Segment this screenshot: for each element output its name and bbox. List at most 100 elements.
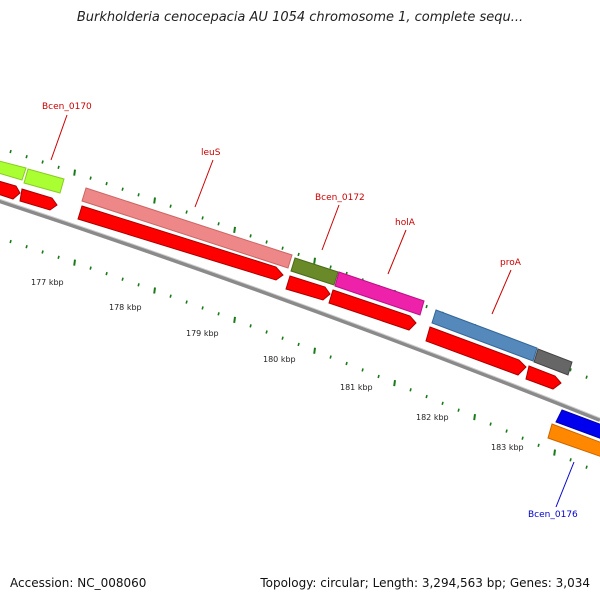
ruler-tick — [105, 271, 108, 276]
ruler-tick — [505, 429, 508, 433]
ruler-tick — [185, 300, 188, 304]
ruler-tick — [121, 187, 124, 191]
gene-features[interactable] — [0, 160, 600, 458]
ruler-tick — [281, 336, 284, 340]
genome-summary: Topology: circular; Length: 3,294,563 bp… — [260, 576, 590, 590]
ruler-label-182: 182 kbp — [416, 413, 449, 422]
ruler-tick — [41, 250, 44, 254]
ruler-tick — [73, 259, 76, 266]
gene-bar-orange — [547, 423, 600, 457]
gene-bar-hola — [334, 271, 425, 316]
ruler-tick — [25, 155, 28, 159]
ruler-tick — [137, 193, 140, 197]
gene-bar-proa — [431, 309, 538, 362]
ruler-tick — [9, 239, 12, 244]
gene-label-bcen0170: Bcen_0170 — [42, 102, 92, 112]
gene-label-hola: holA — [395, 218, 416, 228]
backbone — [0, 198, 600, 422]
ruler-tick — [265, 240, 268, 244]
ruler-tick — [393, 379, 396, 387]
gene-label-bcen0172: Bcen_0172 — [315, 193, 365, 203]
gene-bar-bcen0172 — [290, 257, 339, 286]
ruler-tick — [201, 306, 204, 310]
gene-bar-dark — [533, 348, 573, 376]
ruler-tick — [281, 246, 284, 250]
ruler-tick — [121, 277, 124, 281]
ruler-tick — [89, 266, 92, 270]
ruler-tick — [377, 374, 380, 379]
accession-info: Accession: NC_008060 — [10, 576, 146, 590]
cds-arrow-7 — [525, 365, 562, 390]
ruler-tick — [73, 169, 76, 176]
ruler-tick — [569, 458, 572, 462]
ruler-label-181: 181 kbp — [340, 383, 373, 392]
ruler-tick — [553, 449, 556, 456]
map-title: Burkholderia cenocepacia AU 1054 chromos… — [76, 10, 524, 25]
ruler-tick — [585, 375, 588, 379]
gene-labels: Bcen_0170 leuS Bcen_0172 holA proA Bcen_… — [42, 102, 578, 520]
ruler-tick — [233, 226, 236, 233]
ruler-tick — [185, 210, 188, 214]
ruler-tick — [41, 160, 44, 164]
backbone-highlight — [0, 198, 600, 419]
ruler-tick — [313, 257, 316, 264]
ruler-tick — [345, 361, 348, 366]
length-value: 3,294,563 bp — [421, 576, 502, 590]
ruler-tick — [329, 355, 332, 359]
ruler-tick — [425, 394, 428, 399]
accession-value: NC_008060 — [77, 576, 147, 590]
genes-label: Genes: — [509, 576, 552, 590]
ruler-tick — [153, 287, 156, 294]
gene-label-leus: leuS — [201, 148, 221, 158]
ruler-tick — [89, 176, 92, 180]
gene-bar-bcen0170-b — [23, 168, 65, 194]
ruler-labels: 177 kbp 178 kbp 179 kbp 180 kbp 181 kbp … — [31, 278, 524, 452]
cds-arrow-4 — [285, 275, 331, 301]
ruler-tick — [153, 197, 156, 204]
cds-arrow-3 — [77, 205, 284, 281]
ruler-tick — [425, 304, 428, 309]
ruler-label-183: 183 kbp — [491, 443, 524, 452]
cds-arrows[interactable] — [0, 180, 562, 390]
ruler-tick — [217, 222, 220, 226]
cds-arrow-1 — [0, 180, 21, 200]
ruler-label-177: 177 kbp — [31, 278, 64, 287]
ruler-tick — [521, 436, 524, 440]
ruler-tick — [329, 265, 332, 269]
ruler-tick — [249, 324, 252, 328]
ruler-tick — [585, 465, 588, 469]
ruler-tick — [137, 283, 140, 287]
ruler-tick — [361, 368, 364, 372]
ruler-tick — [313, 347, 316, 354]
ruler-label-178: 178 kbp — [109, 303, 142, 312]
ruler-tick — [217, 312, 220, 316]
ruler-tick — [489, 422, 492, 426]
ruler-tick — [233, 316, 236, 323]
ruler-label-179: 179 kbp — [186, 329, 219, 338]
ruler-tick — [297, 252, 300, 257]
ruler-tick — [265, 330, 268, 334]
accession-label: Accession: — [10, 576, 74, 590]
ruler-tick — [249, 234, 252, 238]
ruler-tick — [473, 413, 476, 421]
ruler-ticks — [9, 149, 588, 469]
genes-value: 3,034 — [555, 576, 590, 590]
ruler-tick — [57, 165, 60, 170]
gene-label-bcen0176: Bcen_0176 — [528, 510, 578, 520]
ruler-tick — [105, 181, 108, 186]
topology-label: Topology: — [260, 576, 317, 590]
ruler-tick — [537, 443, 540, 448]
cds-arrow-5 — [328, 289, 417, 331]
gene-bar-leus — [81, 187, 293, 269]
ruler-tick — [441, 401, 444, 406]
gene-label-proa: proA — [500, 258, 522, 268]
ruler-tick — [25, 245, 28, 249]
topology-value: circular — [320, 576, 365, 590]
ruler-tick — [169, 204, 172, 208]
cds-arrow-2 — [19, 188, 58, 211]
ruler-tick — [297, 342, 300, 347]
ruler-label-180: 180 kbp — [263, 355, 296, 364]
length-label: Length: — [372, 576, 419, 590]
ruler-tick — [457, 408, 460, 412]
